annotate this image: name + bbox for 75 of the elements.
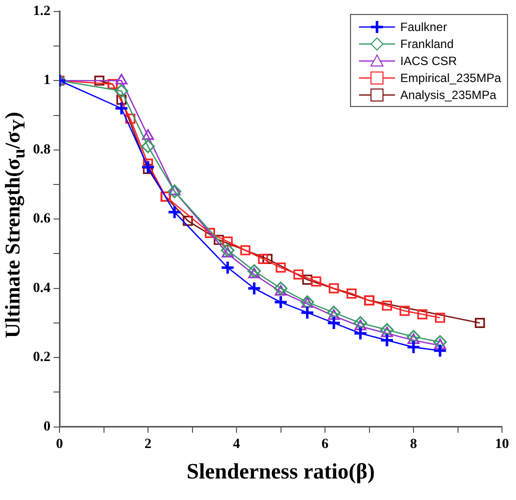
legend-label: IACS CSR <box>400 54 457 68</box>
point <box>328 309 340 320</box>
point <box>353 326 368 341</box>
point <box>380 326 393 338</box>
point <box>380 323 394 337</box>
point <box>400 306 410 316</box>
point <box>302 274 312 285</box>
point <box>140 160 156 174</box>
x-tick-label: 0 <box>56 436 63 452</box>
point <box>474 318 485 328</box>
point <box>182 216 193 226</box>
y-tick-label: 0.2 <box>33 350 50 366</box>
point <box>240 245 250 256</box>
y-tick-label: 0.8 <box>33 142 50 158</box>
point <box>326 316 342 330</box>
y-tick-label: 0 <box>44 419 50 434</box>
point <box>258 254 268 264</box>
point <box>354 316 368 330</box>
point <box>274 294 288 310</box>
point <box>276 262 286 273</box>
point <box>311 276 322 286</box>
point <box>248 268 260 278</box>
point <box>327 306 341 320</box>
y-tick-label: 0.6 <box>33 212 50 227</box>
point <box>300 305 315 320</box>
point <box>222 236 233 247</box>
x-tick-label: 2 <box>144 436 152 452</box>
x-axis-title: Slenderness ratio(β) <box>186 458 375 484</box>
point <box>274 282 288 296</box>
point <box>406 330 420 344</box>
y-tick-label: 1 <box>44 73 50 88</box>
legend-label: Empirical_235MPa <box>400 70 501 84</box>
x-tick-label: 4 <box>233 436 240 452</box>
point <box>141 140 155 154</box>
point <box>382 300 392 311</box>
point <box>167 204 182 220</box>
legend-label: Frankland <box>400 36 454 50</box>
point <box>142 129 154 140</box>
y-tick-label: 0.4 <box>33 280 50 296</box>
point <box>114 84 128 98</box>
point <box>406 340 421 354</box>
point <box>293 269 304 280</box>
point <box>435 312 446 323</box>
x-tick-label: 10 <box>495 436 509 452</box>
legend-label: Faulkner <box>400 20 447 34</box>
point <box>354 320 366 330</box>
point <box>380 333 394 348</box>
point <box>214 234 224 245</box>
point <box>247 264 261 278</box>
point <box>328 283 339 294</box>
point <box>94 76 104 86</box>
point <box>408 333 420 344</box>
point <box>346 288 357 299</box>
point <box>204 228 215 238</box>
y-tick-label: 1.2 <box>33 4 50 20</box>
point <box>432 343 448 358</box>
point <box>434 338 446 350</box>
point <box>246 281 262 296</box>
point <box>142 164 154 174</box>
point <box>142 158 154 169</box>
point <box>114 101 129 116</box>
point <box>220 260 235 275</box>
point <box>417 309 428 320</box>
point <box>433 335 447 349</box>
point <box>168 184 181 196</box>
point <box>125 114 136 124</box>
point <box>262 254 273 264</box>
x-tick-label: 6 <box>322 436 328 452</box>
point <box>116 94 126 105</box>
point <box>274 284 287 296</box>
x-tick-label: 8 <box>410 436 417 452</box>
point <box>168 184 182 198</box>
point <box>222 246 234 258</box>
point <box>220 243 234 258</box>
legend-label: Analysis_235MPa <box>400 88 496 102</box>
